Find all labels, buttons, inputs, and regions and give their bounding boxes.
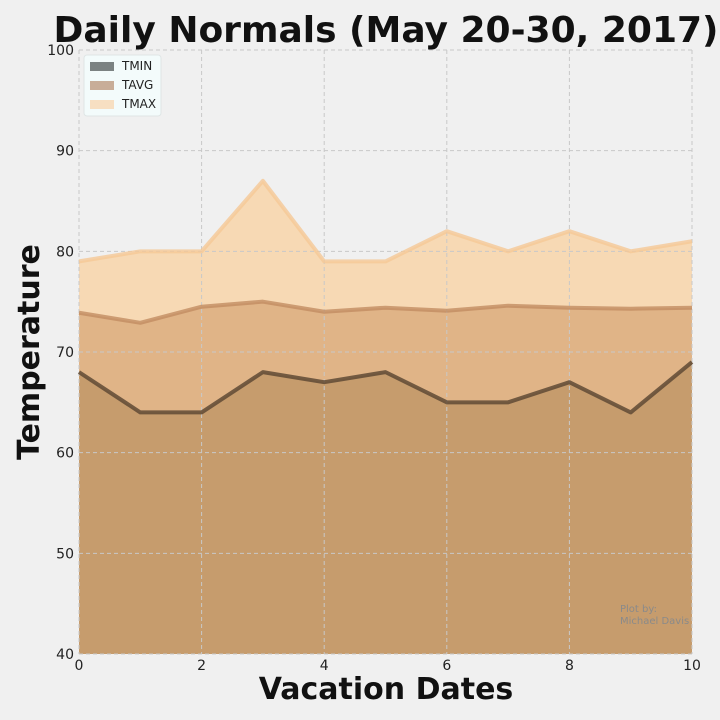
y-tick-label: 70: [56, 345, 74, 361]
data-point-tavg: [690, 306, 694, 310]
y-tick-label: 50: [56, 546, 74, 562]
plot-credit: Plot by: Michael Davis: [620, 604, 689, 627]
x-tick-label: 2: [197, 658, 206, 674]
data-point-tmax: [138, 249, 142, 253]
data-point-tmin: [384, 370, 388, 374]
y-tick-label: 60: [56, 446, 74, 462]
data-point-tavg: [200, 305, 204, 309]
y-tick-label: 90: [56, 144, 74, 160]
data-point-tmax: [629, 249, 633, 253]
data-point-tmax: [200, 249, 204, 253]
series-line-tmin: [77, 360, 694, 415]
data-point-tavg: [445, 309, 449, 313]
data-point-tmin: [138, 410, 142, 414]
legend-label-tmax: TMAX: [121, 97, 156, 111]
y-tick-label: 100: [47, 43, 74, 59]
y-tick-label: 80: [56, 244, 74, 260]
x-axis-label: Vacation Dates: [259, 672, 514, 707]
legend: TMIN TAVG TMAX: [83, 54, 162, 117]
data-point-tmin: [690, 360, 694, 364]
x-tick-label: 10: [683, 658, 701, 674]
data-point-tavg: [567, 306, 571, 310]
plot-area: 40 50 60 70 80 90 100 0 2 4 6 8 10: [47, 43, 701, 674]
x-tick-label: 0: [75, 658, 84, 674]
chart-title: Daily Normals (May 20-30, 2017): [53, 10, 718, 51]
legend-label-tmin: TMIN: [121, 59, 152, 73]
data-point-tmax: [567, 229, 571, 233]
data-point-tmin: [567, 380, 571, 384]
data-point-tmax: [261, 179, 265, 183]
legend-swatch-tavg: [90, 81, 114, 90]
data-point-tavg: [322, 310, 326, 314]
series-line-tavg: [78, 299, 693, 325]
plot-credit-line-2: Michael Davis: [620, 616, 689, 627]
data-point-tavg: [506, 304, 510, 308]
data-point-tmax: [445, 229, 449, 233]
data-point-tavg: [261, 300, 265, 304]
data-point-tmin: [506, 400, 510, 404]
data-point-tmin: [77, 370, 81, 374]
data-point-tavg: [384, 306, 388, 310]
data-point-tmax: [322, 259, 326, 263]
legend-swatch-tmin: [90, 62, 114, 71]
legend-label-tavg: TAVG: [121, 78, 153, 92]
area-fill-tmin: [79, 362, 692, 654]
data-point-tmax: [506, 249, 510, 253]
x-tick-label: 6: [442, 658, 451, 674]
data-point-tmin: [322, 380, 326, 384]
data-point-tmin: [200, 410, 204, 414]
data-point-tavg: [629, 307, 633, 311]
data-point-tmin: [261, 370, 265, 374]
x-tick-label: 4: [320, 658, 329, 674]
data-point-tavg: [138, 321, 142, 325]
y-tick-label: 40: [56, 647, 74, 663]
data-point-tmin: [445, 400, 449, 404]
data-point-tmax: [77, 259, 81, 263]
series-line-tmax: [78, 178, 693, 264]
data-point-tmax: [384, 259, 388, 263]
y-axis-label: Temperature: [12, 244, 47, 460]
x-tick-label: 8: [565, 658, 574, 674]
data-point-tavg: [77, 311, 81, 315]
legend-swatch-tmax: [90, 100, 114, 109]
data-point-tmax: [690, 239, 694, 243]
plot-credit-line-1: Plot by:: [620, 604, 657, 615]
data-point-tmin: [629, 410, 633, 414]
